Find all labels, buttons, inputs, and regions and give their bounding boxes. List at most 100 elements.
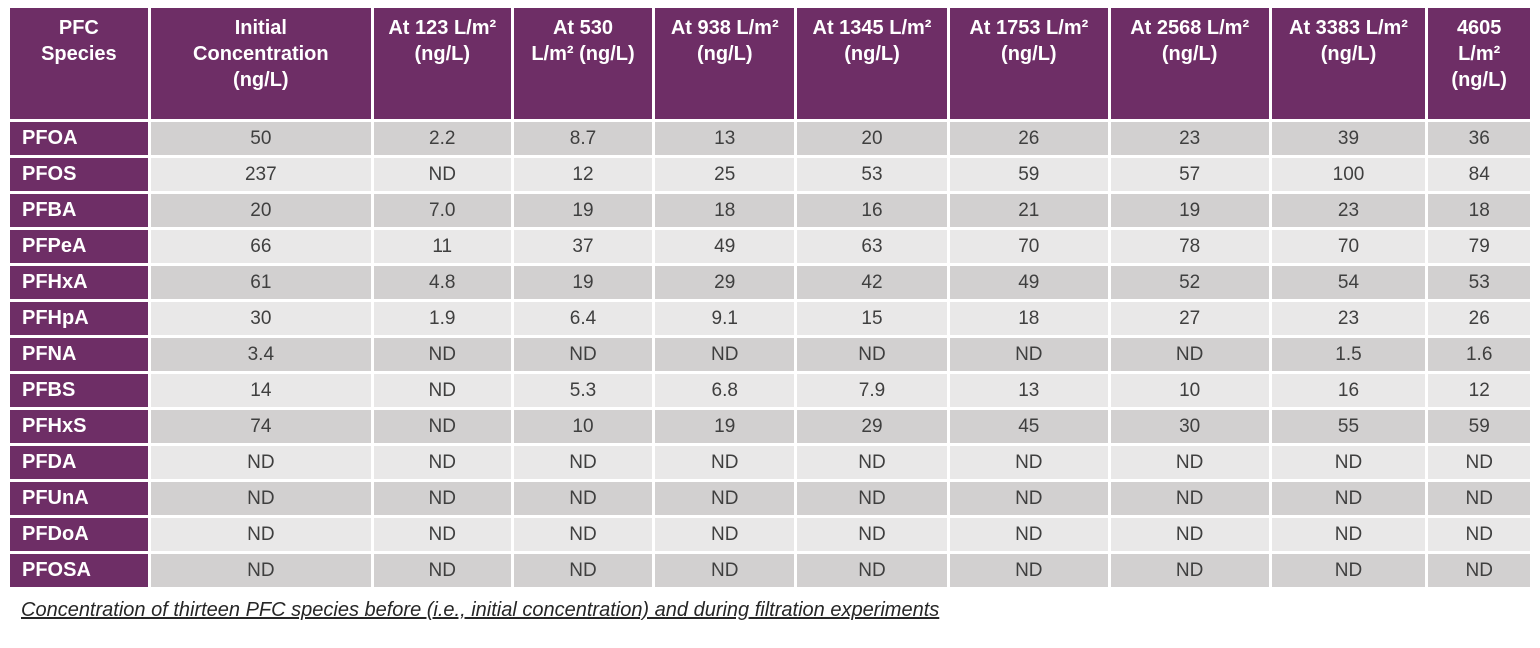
value-cell: 1.9 [373, 302, 511, 335]
value-cell: 30 [1110, 410, 1269, 443]
species-cell: PFBS [10, 374, 148, 407]
header-row: PFC Species Initial Concentration (ng/L)… [10, 8, 1530, 119]
value-cell: 23 [1271, 302, 1426, 335]
value-cell: ND [655, 482, 795, 515]
column-header-123: At 123 L/m² (ng/L) [373, 8, 511, 119]
table-row: PFOSA ND ND ND ND ND ND ND ND ND [10, 554, 1530, 587]
value-cell: 15 [797, 302, 947, 335]
value-cell: 63 [797, 230, 947, 263]
value-cell: ND [949, 518, 1108, 551]
value-cell: 100 [1271, 158, 1426, 191]
value-cell: 29 [797, 410, 947, 443]
value-cell: ND [1428, 518, 1530, 551]
value-cell: 21 [949, 194, 1108, 227]
table-caption: Concentration of thirteen PFC species be… [21, 599, 940, 621]
column-header-938: At 938 L/m² (ng/L) [655, 8, 795, 119]
value-cell: 50 [150, 122, 371, 155]
value-cell: 78 [1110, 230, 1269, 263]
value-cell: ND [1271, 518, 1426, 551]
value-cell: 59 [1428, 410, 1530, 443]
column-header-1345: At 1345 L/m² (ng/L) [797, 8, 947, 119]
value-cell: 25 [655, 158, 795, 191]
species-cell: PFUnA [10, 482, 148, 515]
column-header-1753: At 1753 L/m² (ng/L) [949, 8, 1108, 119]
value-cell: 23 [1110, 122, 1269, 155]
value-cell: ND [1271, 482, 1426, 515]
value-cell: ND [1428, 446, 1530, 479]
table-figure: PFC Species Initial Concentration (ng/L)… [10, 8, 1530, 621]
column-header-species: PFC Species [10, 8, 148, 119]
value-cell: ND [373, 374, 511, 407]
value-cell: 39 [1271, 122, 1426, 155]
value-cell: 53 [797, 158, 947, 191]
value-cell: 70 [1271, 230, 1426, 263]
value-cell: ND [655, 446, 795, 479]
value-cell: 18 [1428, 194, 1530, 227]
value-cell: 57 [1110, 158, 1269, 191]
species-cell: PFNA [10, 338, 148, 371]
table-row: PFBS 14 ND 5.3 6.8 7.9 13 10 16 12 [10, 374, 1530, 407]
value-cell: 49 [655, 230, 795, 263]
value-cell: ND [373, 482, 511, 515]
value-cell: 23 [1271, 194, 1426, 227]
column-header-initial: Initial Concentration (ng/L) [150, 8, 371, 119]
value-cell: ND [373, 158, 511, 191]
table-row: PFDA ND ND ND ND ND ND ND ND ND [10, 446, 1530, 479]
column-header-3383: At 3383 L/m² (ng/L) [1271, 8, 1426, 119]
value-cell: 20 [150, 194, 371, 227]
species-cell: PFOS [10, 158, 148, 191]
value-cell: 19 [655, 410, 795, 443]
value-cell: 70 [949, 230, 1108, 263]
value-cell: 36 [1428, 122, 1530, 155]
value-cell: 3.4 [150, 338, 371, 371]
value-cell: ND [373, 410, 511, 443]
value-cell: ND [513, 518, 653, 551]
value-cell: ND [655, 518, 795, 551]
value-cell: ND [655, 338, 795, 371]
value-cell: 59 [949, 158, 1108, 191]
value-cell: ND [150, 554, 371, 587]
value-cell: ND [797, 482, 947, 515]
value-cell: ND [949, 446, 1108, 479]
value-cell: ND [513, 482, 653, 515]
value-cell: ND [150, 482, 371, 515]
species-cell: PFPeA [10, 230, 148, 263]
value-cell: 54 [1271, 266, 1426, 299]
species-cell: PFHpA [10, 302, 148, 335]
value-cell: ND [1110, 446, 1269, 479]
value-cell: 30 [150, 302, 371, 335]
value-cell: ND [1428, 482, 1530, 515]
value-cell: 4.8 [373, 266, 511, 299]
value-cell: 55 [1271, 410, 1426, 443]
value-cell: ND [1428, 554, 1530, 587]
value-cell: 2.2 [373, 122, 511, 155]
value-cell: 7.9 [797, 374, 947, 407]
value-cell: 26 [949, 122, 1108, 155]
value-cell: 19 [513, 266, 653, 299]
value-cell: 29 [655, 266, 795, 299]
table-row: PFDoA ND ND ND ND ND ND ND ND ND [10, 518, 1530, 551]
value-cell: 6.4 [513, 302, 653, 335]
table-row: PFHpA 30 1.9 6.4 9.1 15 18 27 23 26 [10, 302, 1530, 335]
value-cell: ND [949, 338, 1108, 371]
value-cell: 79 [1428, 230, 1530, 263]
species-cell: PFBA [10, 194, 148, 227]
value-cell: 16 [1271, 374, 1426, 407]
table-row: PFBA 20 7.0 19 18 16 21 19 23 18 [10, 194, 1530, 227]
value-cell: 11 [373, 230, 511, 263]
value-cell: ND [1271, 554, 1426, 587]
species-cell: PFDA [10, 446, 148, 479]
value-cell: ND [513, 446, 653, 479]
value-cell: ND [1110, 482, 1269, 515]
value-cell: ND [373, 554, 511, 587]
species-cell: PFOA [10, 122, 148, 155]
value-cell: ND [150, 518, 371, 551]
value-cell: 12 [513, 158, 653, 191]
table-row: PFUnA ND ND ND ND ND ND ND ND ND [10, 482, 1530, 515]
table-row: PFHxA 61 4.8 19 29 42 49 52 54 53 [10, 266, 1530, 299]
value-cell: ND [373, 338, 511, 371]
value-cell: ND [797, 338, 947, 371]
value-cell: 52 [1110, 266, 1269, 299]
value-cell: 1.5 [1271, 338, 1426, 371]
value-cell: ND [797, 518, 947, 551]
